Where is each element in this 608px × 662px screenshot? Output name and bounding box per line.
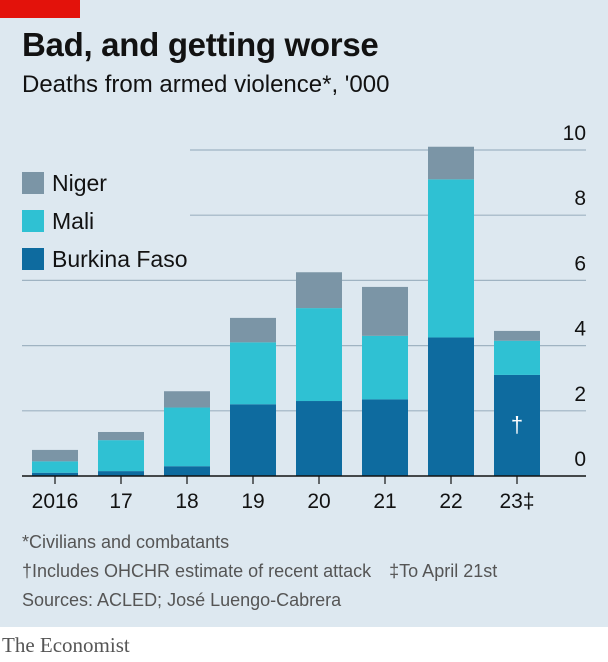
x-tick-label: 23‡	[499, 490, 534, 513]
brand-red-bar	[0, 0, 80, 18]
bar-niger	[494, 330, 540, 341]
bar-niger	[296, 272, 342, 309]
y-tick-label: 6	[574, 252, 586, 275]
y-tick-label: 10	[563, 122, 586, 145]
bar-niger	[164, 391, 210, 408]
bar-burkina-faso	[428, 337, 474, 476]
legend-swatch-niger	[22, 172, 44, 194]
bar-chart: 0 2 4 6 8 10 2016 17 18 19 20 21 22 23‡ †	[22, 122, 586, 513]
x-tick-label: 21	[373, 490, 396, 513]
chart-title: Bad, and getting worse	[22, 26, 379, 63]
footnotes: *Civilians and combatants †Includes OHCH…	[22, 528, 497, 615]
bar-niger	[362, 286, 408, 336]
bar-burkina-faso	[98, 471, 144, 476]
bar-mali	[362, 335, 408, 400]
legend-swatch-burkina-faso	[22, 248, 44, 270]
x-tick-label: 20	[307, 490, 330, 513]
bar-burkina-faso	[362, 399, 408, 476]
legend-item-mali: Mali	[22, 202, 188, 240]
x-tick-label: 18	[175, 490, 198, 513]
y-tick-label: 4	[574, 318, 586, 341]
footnote-april: ‡To April 21st	[389, 561, 498, 581]
footnote-row-2: †Includes OHCHR estimate of recent attac…	[22, 557, 497, 586]
x-tick-label: 19	[241, 490, 264, 513]
bar-burkina-faso	[164, 466, 210, 476]
footnote-ohchr: †Includes OHCHR estimate of recent attac…	[22, 561, 372, 581]
x-tick-label: 22	[439, 490, 462, 513]
bar-mali	[494, 340, 540, 375]
bar-mali	[32, 461, 78, 473]
economist-logo: The Economist	[2, 633, 130, 657]
y-tick-label: 0	[574, 448, 586, 471]
bar-burkina-faso	[32, 472, 78, 476]
bar-burkina-faso	[494, 374, 540, 476]
bar-mali	[98, 440, 144, 472]
legend-swatch-mali	[22, 210, 44, 232]
bar-mali	[296, 308, 342, 402]
bar-burkina-faso	[230, 404, 276, 476]
footnote-sources: Sources: ACLED; José Luengo-Cabrera	[22, 590, 342, 610]
bar-annotation-dagger: †	[511, 412, 523, 437]
legend-item-niger: Niger	[22, 164, 188, 202]
bar-niger	[428, 146, 474, 180]
bar-niger	[32, 449, 78, 462]
y-tick-label: 8	[574, 187, 586, 210]
x-tick-label: 2016	[32, 490, 79, 513]
legend-label-mali: Mali	[52, 207, 95, 234]
bar-niger	[98, 431, 144, 441]
chart-legend: Niger Mali Burkina Faso	[22, 164, 188, 278]
footnote-civilians: *Civilians and combatants	[22, 532, 230, 552]
legend-item-burkina-faso: Burkina Faso	[22, 240, 188, 278]
x-tick-label: 17	[109, 490, 132, 513]
chart-subtitle: Deaths from armed violence*, '000	[22, 71, 390, 98]
legend-label-burkina-faso: Burkina Faso	[52, 245, 188, 272]
bar-mali	[164, 407, 210, 467]
bar-burkina-faso	[296, 401, 342, 476]
legend-label-niger: Niger	[52, 169, 107, 196]
bar-mali	[428, 179, 474, 338]
bar-niger	[230, 317, 276, 343]
bar-mali	[230, 342, 276, 405]
y-tick-label: 2	[574, 383, 586, 406]
